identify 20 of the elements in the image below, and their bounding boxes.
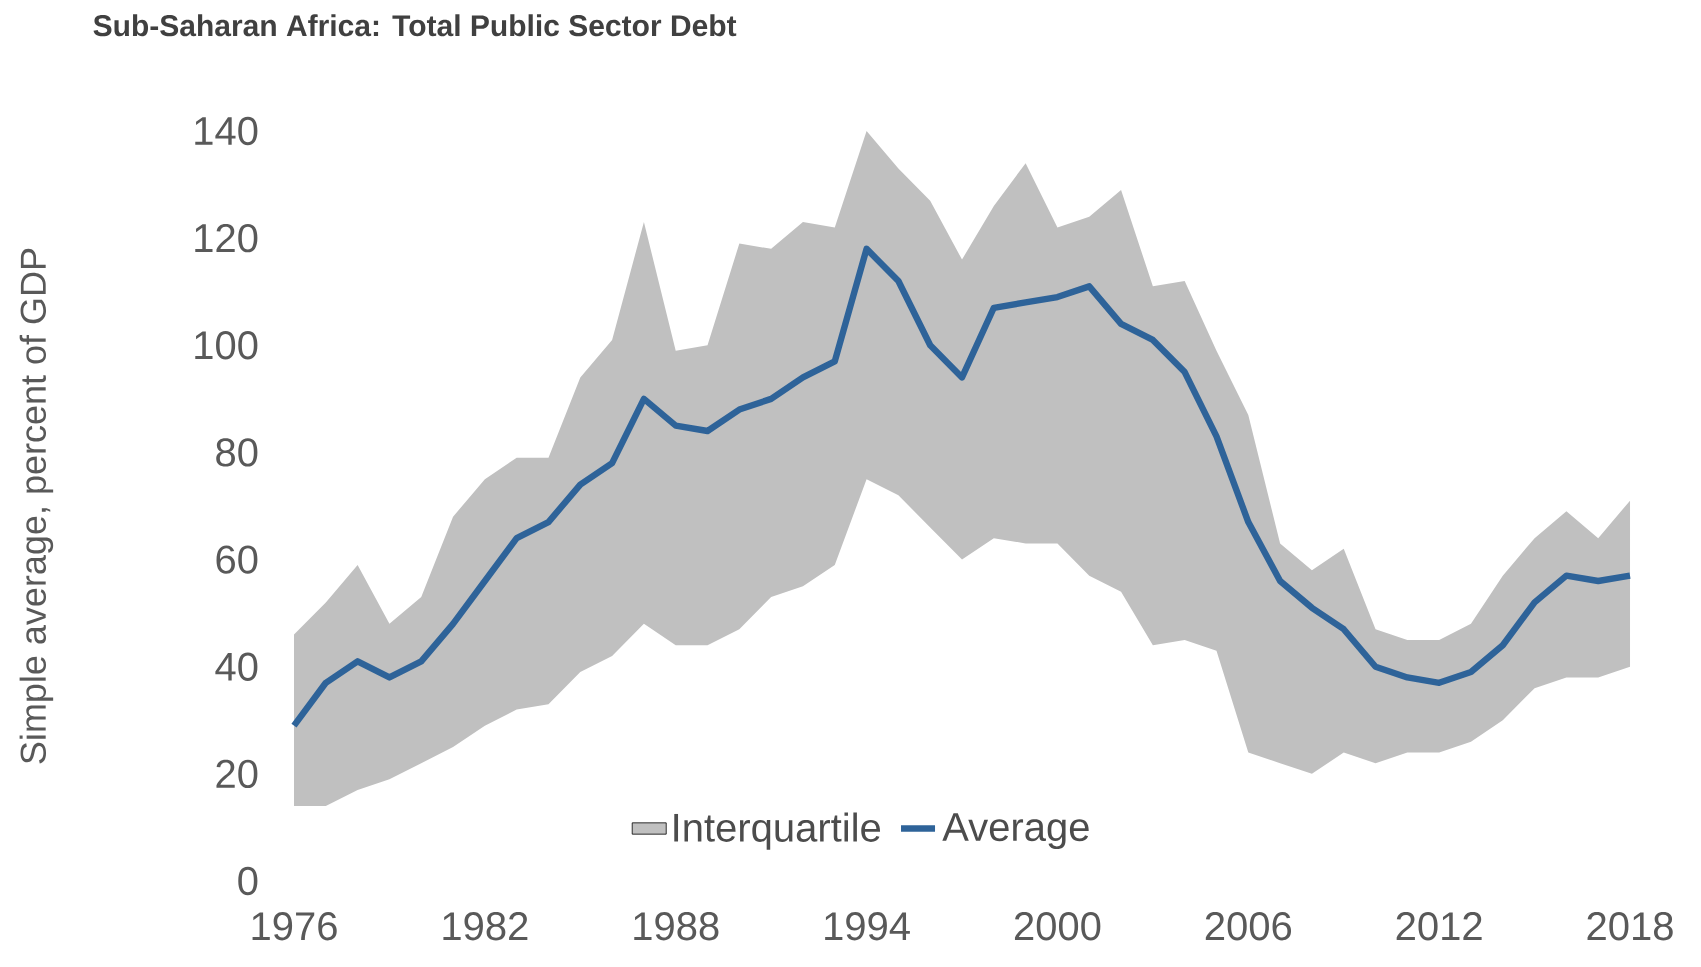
y-tick-label: 100 — [195, 331, 258, 360]
y-tick-label: 60 — [216, 545, 258, 574]
x-tick-label: 1988 — [634, 912, 719, 941]
y-tick-label: 80 — [216, 438, 258, 467]
annotation: Interquartile — [674, 812, 881, 850]
x-tick-label: 1982 — [443, 912, 528, 941]
y-tick-label: 40 — [215, 652, 258, 681]
y-tick-label: 140 — [195, 116, 258, 146]
y-axis-title: Simple average, percent of GDP — [19, 248, 54, 764]
chart-title: Sub-Saharan Africa: Total Public Sector Debt — [93, 14, 737, 37]
y-tick-label: 120 — [195, 223, 258, 253]
x-tick-label: 2006 — [1205, 912, 1292, 941]
legend-label: Average — [942, 813, 1089, 850]
x-tick-label: 2000 — [1014, 912, 1101, 941]
x-tick-label: 2018 — [1587, 912, 1673, 941]
x-tick-label: 2012 — [1396, 912, 1482, 941]
y-tick-label: 0 — [238, 866, 258, 896]
y-tick-label: 20 — [216, 759, 258, 789]
x-tick-label: 1976 — [252, 912, 337, 941]
x-tick-label: 1994 — [825, 912, 910, 941]
